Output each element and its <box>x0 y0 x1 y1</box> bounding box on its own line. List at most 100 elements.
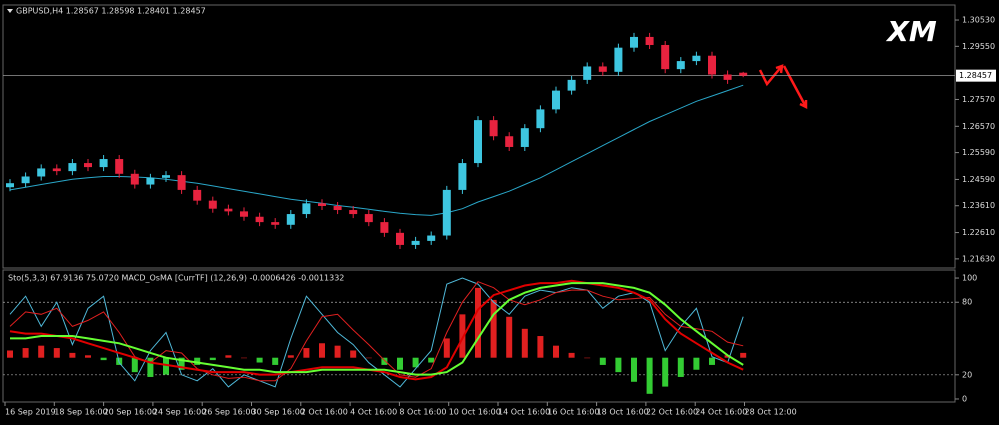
candle-body <box>708 55 716 75</box>
histogram-bar <box>209 357 216 361</box>
y-tick-label: 1.27570 <box>962 95 995 104</box>
histogram-bar <box>319 343 325 358</box>
candle-body <box>177 175 186 190</box>
histogram-bar <box>506 316 513 358</box>
y-tick-label: 20 <box>962 370 972 379</box>
histogram-bar <box>350 350 357 358</box>
histogram-bar <box>443 338 450 358</box>
histogram-bar <box>428 357 435 363</box>
candle-body <box>130 173 139 185</box>
title-marker <box>7 9 13 13</box>
histogram-bar <box>490 299 497 358</box>
histogram-bar <box>412 357 419 368</box>
candle-body <box>505 136 514 147</box>
histogram-bar <box>7 350 13 358</box>
histogram-bar <box>334 345 341 358</box>
candle-body <box>520 128 529 147</box>
y-tick-label: 1.24590 <box>962 175 995 184</box>
candle-body <box>146 177 155 185</box>
candle-body <box>37 168 46 177</box>
indicator-line <box>9 279 744 381</box>
candle-body <box>427 235 436 241</box>
histogram-bar <box>85 355 91 358</box>
candle-body <box>224 208 233 212</box>
histogram-bar <box>147 357 154 377</box>
histogram-bar <box>677 357 684 377</box>
x-tick-label: 28 Oct 12:00 <box>745 408 797 417</box>
candle-body <box>286 214 295 225</box>
histogram-bar <box>521 328 528 358</box>
histogram-bar <box>709 357 715 365</box>
last-price-label: 1.28457 <box>959 71 992 80</box>
candle-body <box>645 36 654 45</box>
histogram-bar <box>38 345 45 358</box>
histogram-bar <box>646 357 653 394</box>
x-tick-label: 16 Sep 2019 <box>5 408 56 417</box>
main-panel <box>2 4 956 269</box>
x-tick-label: 4 Oct 16:00 <box>350 408 397 417</box>
histogram-bar <box>662 357 669 387</box>
candle-body <box>614 47 623 72</box>
candle-body <box>364 214 373 223</box>
histogram-bar <box>537 336 544 358</box>
candle-body <box>396 232 404 245</box>
histogram-bar <box>693 357 700 370</box>
candle-body <box>442 189 451 236</box>
x-tick-label: 20 Sep 16:00 <box>104 408 157 417</box>
x-tick-label: 18 Sep 16:00 <box>54 408 107 417</box>
histogram-bar <box>599 357 606 365</box>
candle-body <box>692 55 701 62</box>
candle-body <box>567 79 576 91</box>
x-tick-label: 10 Oct 16:00 <box>449 408 501 417</box>
candle-body <box>271 222 280 225</box>
histogram-bar <box>131 357 138 373</box>
histogram-bar <box>303 348 310 358</box>
y-tick-label: 1.22610 <box>962 228 995 237</box>
histogram-bar <box>724 355 731 358</box>
histogram-bar <box>22 348 29 358</box>
histogram-bar <box>475 287 481 358</box>
candle-body <box>536 109 545 129</box>
candle-body <box>474 120 482 164</box>
candle-body <box>630 36 638 48</box>
candle-body <box>115 159 124 174</box>
candle-body <box>240 211 248 217</box>
y-tick-label: 1.25590 <box>962 148 995 157</box>
candle-body <box>583 66 592 80</box>
histogram-bar <box>194 357 201 365</box>
histogram-bar <box>53 348 60 358</box>
histogram-bar <box>381 357 388 365</box>
x-tick-label: 2 Oct 16:00 <box>301 408 348 417</box>
histogram-bar <box>568 352 575 358</box>
candle-body <box>52 168 61 172</box>
histogram-bar <box>256 357 263 363</box>
candle-body <box>380 222 389 233</box>
histogram-bar <box>365 357 372 359</box>
candle-body <box>21 176 30 184</box>
x-tick-label: 14 Oct 16:00 <box>498 408 550 417</box>
y-tick-label: 1.30530 <box>962 16 995 25</box>
y-tick-label: 1.29550 <box>962 42 995 51</box>
candle-body <box>208 200 217 209</box>
histogram-bar <box>100 357 107 361</box>
candle-body <box>739 72 748 76</box>
indicator-line <box>10 282 744 376</box>
candle-body <box>99 159 108 168</box>
brand-logo: XM <box>885 15 937 48</box>
candle-body <box>458 163 467 190</box>
x-tick-label: 30 Sep 16:00 <box>252 408 305 417</box>
indicator-line <box>9 281 744 382</box>
histogram-bar <box>584 357 591 359</box>
candle-body <box>333 206 342 211</box>
histogram-bar <box>553 345 559 358</box>
candle-body <box>349 210 358 215</box>
chart-title: GBPUSD,H4 1.28567 1.28598 1.28401 1.2845… <box>16 7 206 16</box>
x-tick-label: 22 Oct 16:00 <box>646 408 698 417</box>
histogram-bar <box>631 357 637 382</box>
y-tick-label: 0 <box>962 394 967 403</box>
candle-body <box>302 203 311 215</box>
y-tick-label: 100 <box>962 274 977 283</box>
histogram-bar <box>163 357 169 375</box>
x-tick-label: 16 Oct 16:00 <box>547 408 599 417</box>
x-tick-label: 8 Oct 16:00 <box>399 408 446 417</box>
